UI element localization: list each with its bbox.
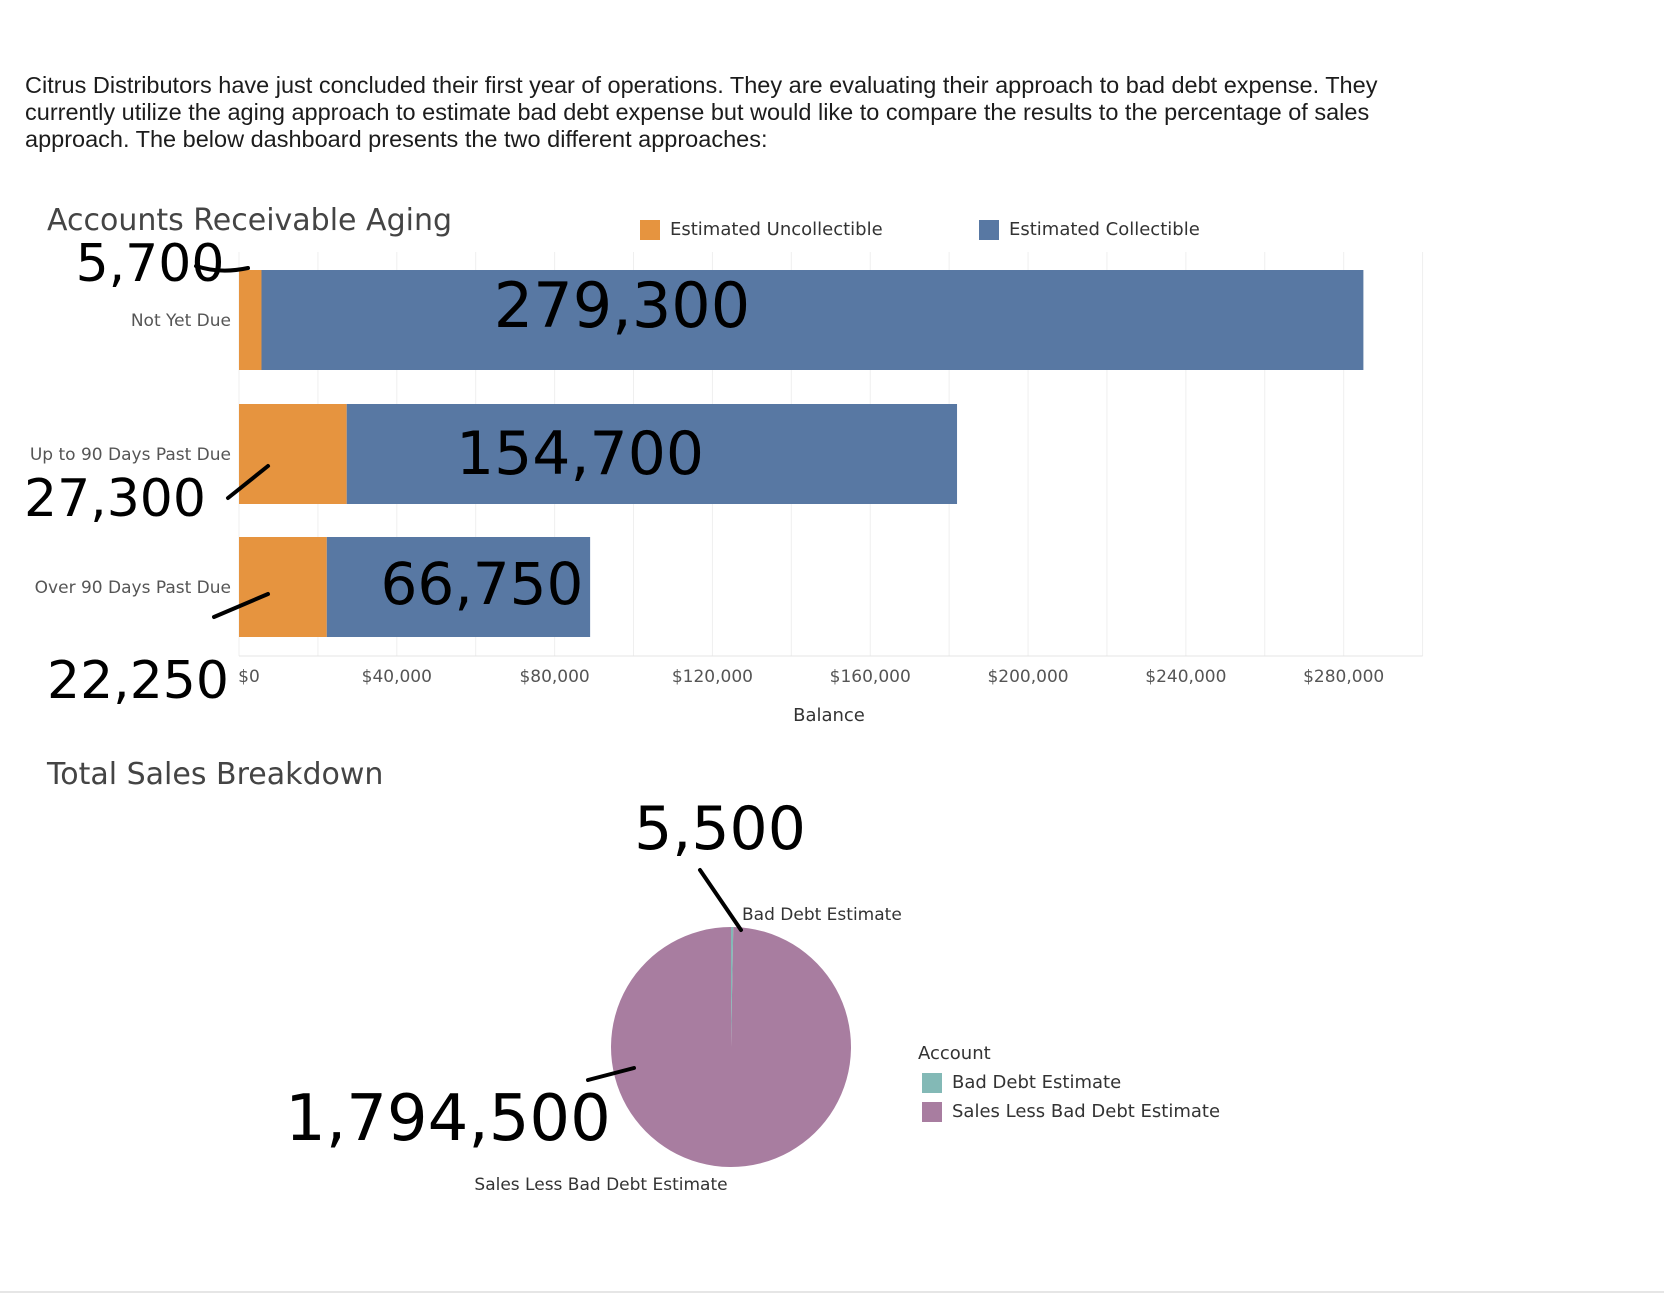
- handwritten-pointer: [586, 1066, 636, 1082]
- tick-label: $0: [238, 667, 260, 687]
- pie-legend-swatch-bad-debt: [922, 1072, 942, 1093]
- pie-legend-item-bad-debt: Bad Debt Estimate: [918, 1072, 1220, 1093]
- handwritten-bad-debt-value: 5,500: [634, 794, 806, 864]
- tick-label: $40,000: [362, 667, 432, 687]
- tick-label: $80,000: [519, 667, 589, 687]
- bottom-divider: [0, 1291, 1664, 1293]
- pie-legend-label-bad-debt: Bad Debt Estimate: [952, 1072, 1122, 1093]
- legend-label-collectible: Estimated Collectible: [1009, 219, 1200, 240]
- bar-chart: Not Yet Due Up to 90 Days Past Due Over 90…: [24, 234, 1424, 726]
- legend-estimated-uncollectible: Estimated Uncollectible: [640, 219, 883, 240]
- bar-collectible: [326, 537, 591, 637]
- pie-legend-label-sales-less: Sales Less Bad Debt Estimate: [952, 1101, 1221, 1122]
- handwritten-uncollectible-value: 5,700: [76, 234, 225, 294]
- intro-paragraph: Citrus Distributors have just concluded …: [25, 72, 1378, 152]
- tick-label: $240,000: [1145, 667, 1226, 687]
- pie-slice-label: Bad Debt Estimate: [742, 905, 902, 925]
- bar-chart-title: Accounts Receivable Aging: [47, 203, 452, 238]
- category-label: Not Yet Due: [131, 311, 231, 331]
- bar-uncollectible: [239, 404, 347, 504]
- pie-slice: [611, 927, 852, 1167]
- handwritten-uncollectible-value: 22,250: [47, 651, 229, 711]
- tick-label: $120,000: [672, 667, 753, 687]
- pie-chart-title: Total Sales Breakdown: [47, 757, 384, 792]
- handwritten-uncollectible-value: 27,300: [24, 469, 206, 529]
- legend-swatch-uncollectible: [640, 219, 660, 240]
- bar-chart-category-labels: Not Yet Due Up to 90 Days Past Due Over 90…: [30, 311, 231, 598]
- handwritten-pointer: [212, 592, 270, 619]
- pie-slice-label: Sales Less Bad Debt Estimate: [474, 1175, 727, 1195]
- bar-collectible: [261, 270, 1364, 370]
- handwritten-collectible-value: 279,300: [494, 269, 750, 342]
- category-label: Over 90 Days Past Due: [35, 578, 231, 598]
- bar-chart-bars: [239, 270, 1364, 637]
- handwritten-pointer: [226, 464, 270, 500]
- handwritten-collectible-value: 154,700: [456, 419, 704, 489]
- handwritten-sales-less-value: 1,794,500: [285, 1082, 611, 1156]
- handwritten-pointer: [194, 264, 250, 273]
- pie-slice: [731, 927, 734, 1047]
- category-label: Up to 90 Days Past Due: [30, 445, 231, 465]
- bar-chart-handwritten-annotations: 279,300 154,700 66,750 5,700 27,300 22,250: [24, 234, 750, 711]
- pie-chart-slices: [611, 927, 852, 1167]
- legend-label-uncollectible: Estimated Uncollectible: [670, 219, 883, 240]
- bar-collectible: [346, 404, 958, 504]
- legend-swatch-collectible: [979, 219, 999, 240]
- handwritten-collectible-value: 66,750: [381, 550, 584, 618]
- handwritten-pointer: [698, 868, 743, 932]
- bar-chart-x-axis-label: Balance: [793, 705, 865, 726]
- bar-chart-tick-labels: $0 $40,000 $80,000 $120,000 $160,000 $200,000…: [238, 667, 1384, 687]
- tick-label: $280,000: [1303, 667, 1384, 687]
- pie-legend-item-sales-less: Sales Less Bad Debt Estimate: [918, 1101, 1220, 1122]
- tick-label: $200,000: [987, 667, 1068, 687]
- pie-chart-handwritten-annotations: 5,500 1,794,500: [285, 794, 806, 1156]
- bar-uncollectible: [239, 537, 327, 637]
- bar-uncollectible: [239, 270, 262, 370]
- pie-legend-swatch-sales-less: [922, 1101, 942, 1122]
- pie-legend-title: Account: [918, 1043, 991, 1064]
- legend-estimated-collectible: Estimated Collectible: [979, 219, 1200, 240]
- tick-label: $160,000: [830, 667, 911, 687]
- pie-legend: Account Bad Debt Estimate Sales Less Bad…: [918, 1043, 1220, 1122]
- pie-chart-slice-labels: Bad Debt Estimate Sales Less Bad Debt Est…: [474, 905, 901, 1195]
